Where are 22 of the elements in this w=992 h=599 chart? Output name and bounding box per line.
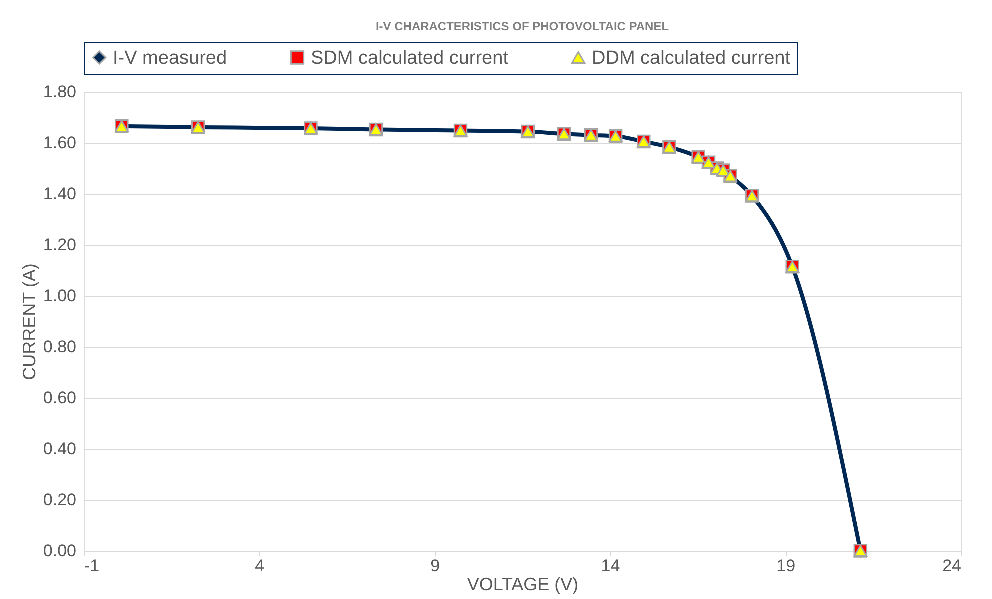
y-tick-label: 1.80 [43,82,76,102]
y-tick-label: 0.00 [43,542,76,560]
y-tick-label: 1.20 [43,236,76,254]
y-tick-label: 0.20 [43,490,76,510]
x-tick-label: 9 [430,556,440,576]
x-tick-label: 14 [601,556,620,576]
y-tick-label: 1.60 [43,134,76,152]
y-axis-title: CURRENT (A) [19,264,40,380]
x-axis-title: VOLTAGE (V) [467,574,579,594]
chart-title: I-V CHARACTERISTICS OF PHOTOVOLTAIC PANEL [376,20,670,34]
y-tick-label: 1.00 [43,286,76,306]
x-tick-label: 4 [255,556,265,576]
legend-label: I-V measured [113,48,228,69]
x-tick-label: 19 [776,556,796,576]
y-tick-label: 0.60 [43,388,76,408]
x-tick-label: 24 [942,556,962,576]
x-tick-label: -1 [84,556,100,576]
y-tick-label: 1.40 [43,184,76,204]
y-tick-label: 0.40 [43,440,76,458]
y-tick-label: 0.80 [43,338,76,356]
legend-label: SDM calculated current [311,48,510,69]
legend-label: DDM calculated current [592,48,792,69]
